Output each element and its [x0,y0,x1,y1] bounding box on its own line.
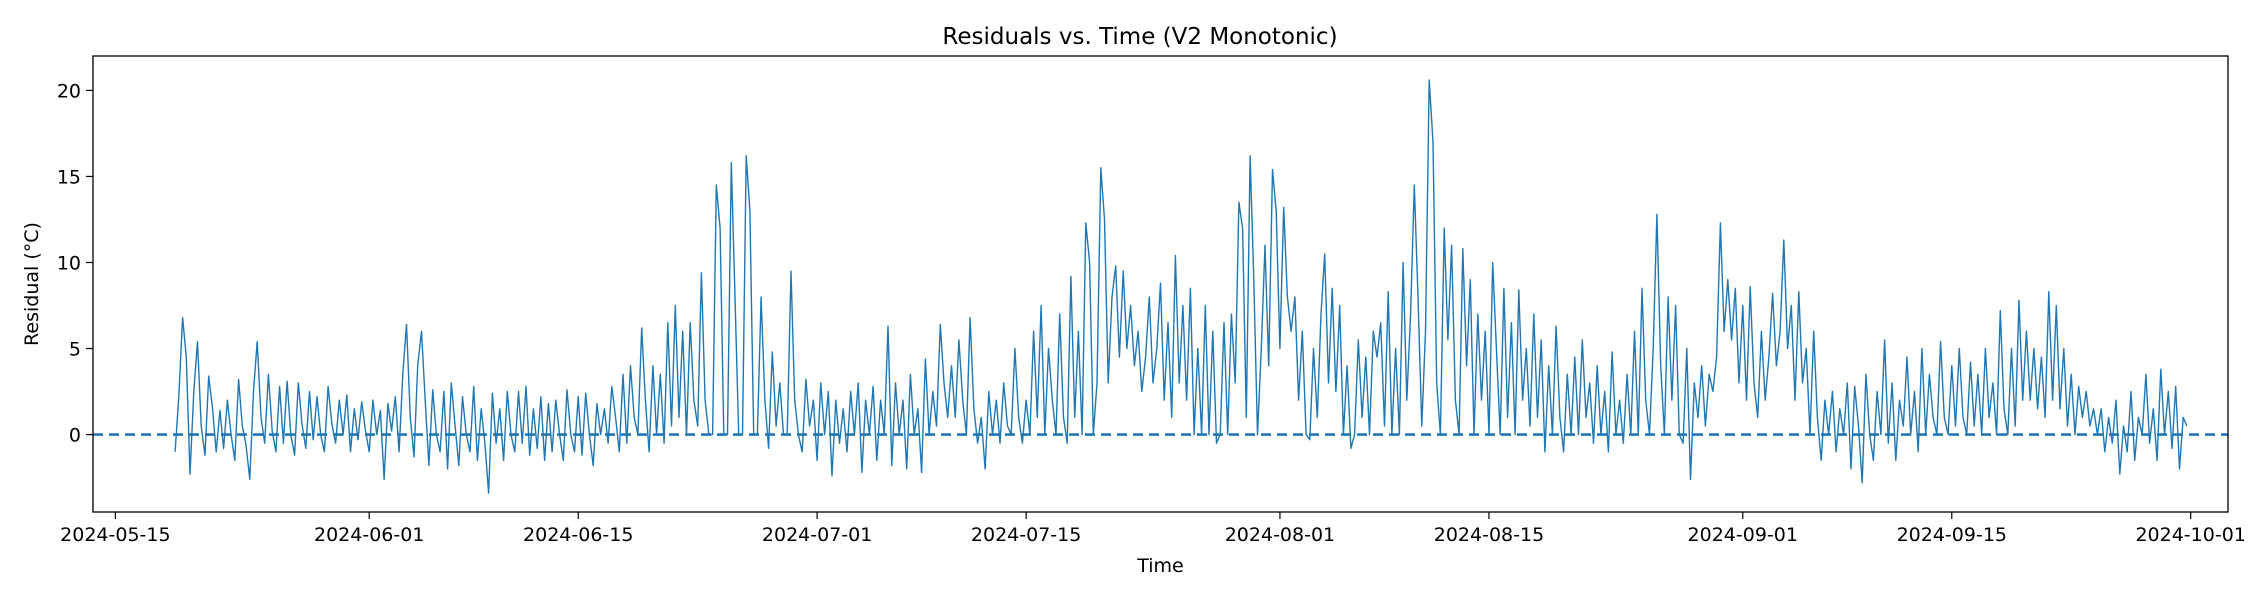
x-tick-label: 2024-06-01 [314,524,424,546]
y-tick-label: 10 [57,252,81,274]
plot-frame [92,55,2229,513]
plot-area [93,79,2228,494]
x-tick-label: 2024-08-15 [1434,524,1544,546]
x-tick-label: 2024-06-15 [523,524,633,546]
y-tick-label: 20 [57,80,81,102]
x-tick-label: 2024-10-01 [2135,524,2245,546]
x-tick-label: 2024-09-01 [1688,524,1798,546]
x-tick-label: 2024-09-15 [1897,524,2007,546]
x-tick-label: 2024-07-01 [762,524,872,546]
x-tick-label: 2024-08-01 [1225,524,1335,546]
residual-series-line [174,79,2188,494]
y-tick-label: 15 [57,166,81,188]
chart-title: Residuals vs. Time (V2 Monotonic) [942,24,1337,50]
y-tick-label: 5 [69,339,81,361]
y-tick-label: 0 [69,425,81,447]
axes: 2024-05-15 2024-06-01 2024-06-15 2024-07-01… [57,80,2246,546]
x-tick-label: 2024-07-15 [971,524,1081,546]
y-axis-label: Residual (°C) [21,222,43,346]
x-axis-label: Time [1136,555,1184,577]
x-tick-label: 2024-05-15 [60,524,170,546]
